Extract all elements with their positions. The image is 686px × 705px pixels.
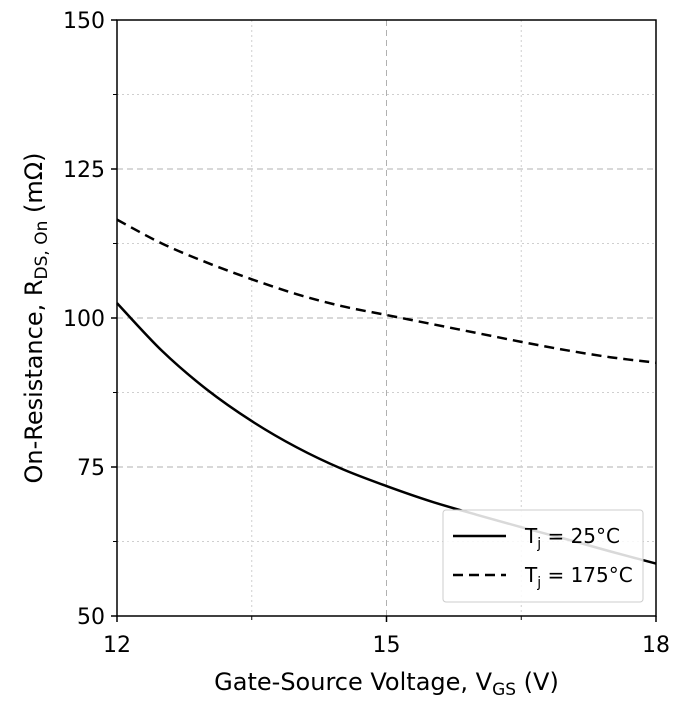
legend: Tj = 25°C Tj = 175°C <box>442 509 644 603</box>
y-axis-title-subscript: DS, On <box>32 221 52 280</box>
y-tick-label: 100 <box>63 307 105 332</box>
x-tick-label: 12 <box>103 633 131 658</box>
legend-label-175c: Tj = 175°C <box>524 563 633 591</box>
y-tick-label: 125 <box>63 158 105 183</box>
y-tick-label: 150 <box>63 9 105 34</box>
y-tick-label: 50 <box>77 605 105 630</box>
x-tick-label: 18 <box>642 633 670 658</box>
legend-box <box>442 509 644 603</box>
y-tick-label: 75 <box>77 456 105 481</box>
series-line-175c <box>116 218 657 364</box>
x-tick-label: 15 <box>373 633 401 658</box>
ticks: 12 15 18 50 75 100 125 150 <box>63 9 670 658</box>
y-axis-title: On-Resistance, RDS, On (mΩ) <box>20 153 52 484</box>
legend-label-25c: Tj = 25°C <box>524 524 620 552</box>
x-axis-title: Gate-Source Voltage, VGS (V) <box>214 668 559 700</box>
x-axis-title-subscript: GS <box>492 680 516 700</box>
